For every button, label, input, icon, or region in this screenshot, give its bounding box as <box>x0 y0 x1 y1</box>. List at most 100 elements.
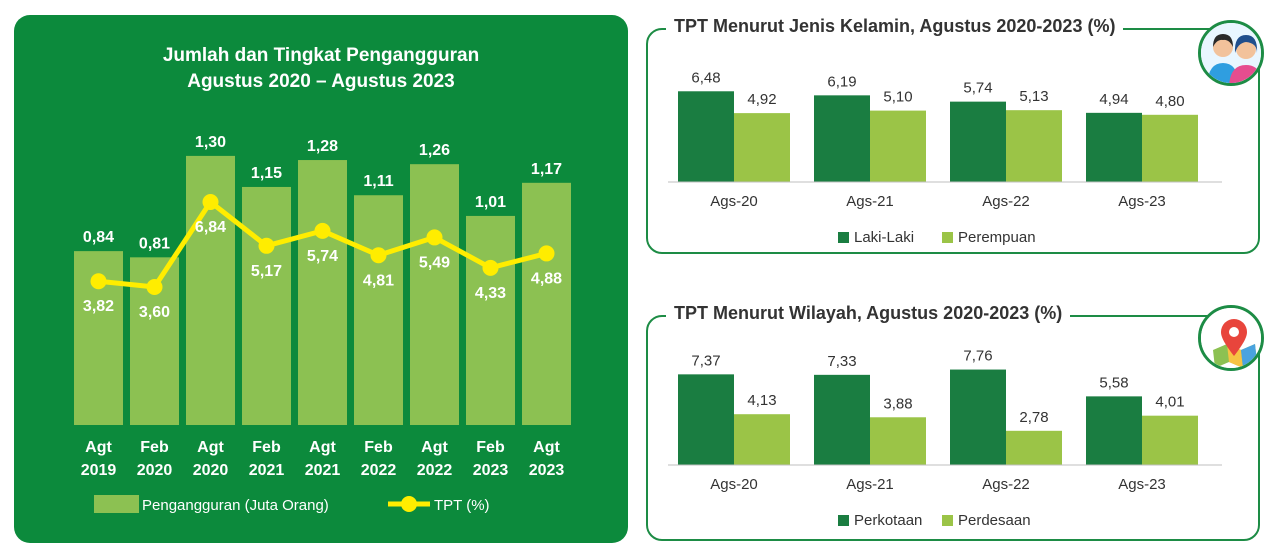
legend-swatch-marker <box>401 496 417 512</box>
bar-laki-laki <box>1086 112 1142 182</box>
tpt-point <box>538 245 555 262</box>
unemployment-bar-label: 1,26 <box>419 142 450 159</box>
bar-value-label: 3,88 <box>883 395 912 412</box>
tpt-point <box>258 237 275 254</box>
map-pin-icon <box>1201 308 1261 368</box>
region-bar-chart: 7,37 7,33 7,76 5,58 4,13 3,88 2,78 4,01 Ags-20 Ag… <box>668 348 1222 529</box>
tpt-point-label: 3,60 <box>139 304 170 321</box>
x-tick-label: 2021 <box>305 462 341 479</box>
tpt-point-label: 4,81 <box>363 272 394 289</box>
x-tick-label: 2022 <box>417 462 453 479</box>
bar-perdesaan <box>1142 415 1198 465</box>
x-tick-label: 2020 <box>137 462 173 479</box>
bar-value-label: 7,37 <box>691 352 720 369</box>
unemployment-chart-panel: Jumlah dan Tingkat Pengangguran Agustus … <box>14 15 628 543</box>
gender-chart-title: TPT Menurut Jenis Kelamin, Agustus 2020-… <box>666 16 1124 37</box>
x-tick-label: Agt <box>309 439 336 456</box>
legend-label: TPT (%) <box>434 497 490 514</box>
x-tick-label: Ags-21 <box>846 193 894 210</box>
bar-perempuan <box>1006 110 1062 182</box>
region-chart-title: TPT Menurut Wilayah, Agustus 2020-2023 (… <box>666 303 1071 324</box>
bar-perdesaan <box>870 417 926 465</box>
tpt-point <box>314 222 331 239</box>
bar-value-label: 5,74 <box>963 80 992 97</box>
x-tick-label: Ags-22 <box>982 193 1030 210</box>
bar-perkotaan <box>1086 396 1142 465</box>
x-tick-label: Feb <box>140 439 169 456</box>
x-tick-label: Ags-23 <box>1118 193 1166 210</box>
bar-value-label: 5,58 <box>1099 374 1128 391</box>
bar-value-label: 4,01 <box>1155 394 1184 411</box>
bar-perdesaan <box>1006 430 1062 465</box>
tpt-point-label: 4,88 <box>531 270 562 287</box>
x-tick-label: Feb <box>252 439 281 456</box>
legend-label: Perdesaan <box>958 512 1031 529</box>
gender-chart-card: 6,48 6,19 5,74 4,94 4,92 5,10 5,13 4,80 Ags-20 Ag… <box>646 16 1260 254</box>
unemployment-bar-label: 1,28 <box>307 138 338 155</box>
x-tick-label: Ags-21 <box>846 476 894 493</box>
x-tick-label: Ags-20 <box>710 476 758 493</box>
bar-value-label: 4,80 <box>1155 93 1184 110</box>
legend-label: Perempuan <box>958 229 1036 246</box>
map-badge <box>1198 305 1264 371</box>
bar-perempuan <box>734 113 790 182</box>
tpt-point-label: 6,84 <box>195 219 226 236</box>
tpt-point <box>370 247 387 264</box>
tpt-point-label: 5,49 <box>419 254 450 271</box>
bar-value-label: 7,76 <box>963 348 992 365</box>
bar-value-label: 4,13 <box>747 392 776 409</box>
unemployment-bar <box>242 186 291 425</box>
chart-legend: Pengangguran (Juta Orang) TPT (%) <box>94 495 490 514</box>
x-tick-label: 2023 <box>529 462 565 479</box>
bar-perkotaan <box>678 374 734 465</box>
bar-value-label: 2,78 <box>1019 409 1048 426</box>
unemployment-bar <box>354 195 403 425</box>
legend-swatch <box>942 232 953 243</box>
unemployment-bar <box>522 182 571 425</box>
unemployment-bar-label: 1,17 <box>531 161 562 178</box>
unemployment-bar-label: 1,11 <box>363 173 393 190</box>
unemployment-bar-label: 0,81 <box>139 235 170 252</box>
legend-label: Laki-Laki <box>854 229 914 246</box>
tpt-point <box>90 273 107 290</box>
unemployment-bar <box>410 164 459 425</box>
x-tick-label: Ags-22 <box>982 476 1030 493</box>
bar-value-label: 6,19 <box>827 73 856 90</box>
x-tick-label: 2020 <box>193 462 229 479</box>
unemployment-combo-chart: Jumlah dan Tingkat Pengangguran Agustus … <box>74 45 571 514</box>
tpt-point-label: 4,33 <box>475 285 506 302</box>
x-tick-label: Agt <box>421 439 448 456</box>
x-tick-label: Ags-23 <box>1118 476 1166 493</box>
bar-perempuan <box>1142 114 1198 182</box>
bar-value-label: 4,92 <box>747 91 776 108</box>
tpt-point <box>146 279 163 295</box>
bar-value-label: 7,33 <box>827 353 856 370</box>
unemployment-bar <box>466 215 515 425</box>
bar-value-label: 4,94 <box>1099 91 1128 108</box>
chart-subtitle: Agustus 2020 – Agustus 2023 <box>187 71 455 92</box>
x-tick-label: Agt <box>197 439 224 456</box>
tpt-point-label: 3,82 <box>83 298 114 315</box>
bar-value-label: 5,13 <box>1019 88 1048 105</box>
tpt-point <box>482 259 499 276</box>
legend-label: Perkotaan <box>854 512 922 529</box>
unemployment-bar <box>298 160 347 426</box>
unemployment-bar-label: 1,15 <box>251 165 282 182</box>
bar-laki-laki <box>678 91 734 182</box>
gender-bar-chart: 6,48 6,19 5,74 4,94 4,92 5,10 5,13 4,80 Ags-20 Ag… <box>668 69 1222 246</box>
legend-swatch <box>838 515 849 526</box>
unemployment-bar-label: 1,30 <box>195 134 226 151</box>
x-tick-label: Feb <box>476 439 505 456</box>
bar-laki-laki <box>950 101 1006 182</box>
bar-perdesaan <box>734 414 790 465</box>
x-tick-label: 2023 <box>473 462 509 479</box>
bar-laki-laki <box>814 95 870 182</box>
x-tick-label: 2021 <box>249 462 285 479</box>
x-tick-label: Feb <box>364 439 393 456</box>
bar-value-label: 5,10 <box>883 89 912 106</box>
bar-value-label: 6,48 <box>691 69 720 86</box>
unemployment-bar-label: 1,01 <box>475 194 506 211</box>
legend-swatch <box>838 232 849 243</box>
tpt-point <box>426 229 443 246</box>
x-tick-label: 2019 <box>81 462 117 479</box>
